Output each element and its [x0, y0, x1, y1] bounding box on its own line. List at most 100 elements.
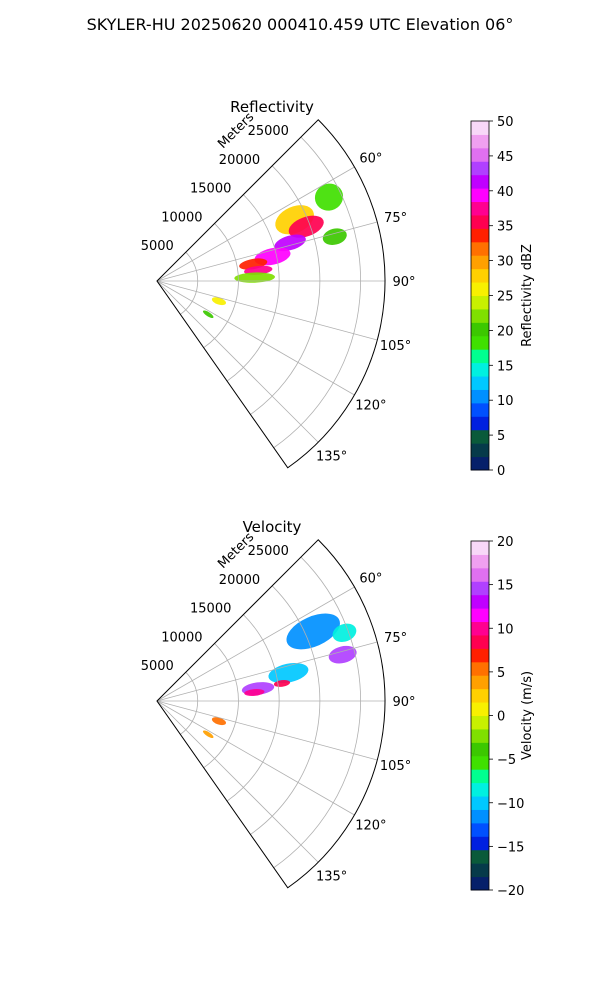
panel-title: Velocity [243, 518, 302, 536]
colorbar-segment [471, 241, 489, 256]
azimuth-tick-label: 75° [384, 211, 407, 226]
colorbar-tick-label: 0 [497, 710, 505, 725]
azimuth-spoke [156, 700, 319, 863]
colorbar-label: Velocity (m/s) [520, 671, 535, 760]
colorbar-tick-label: 15 [497, 359, 514, 374]
range-ring [250, 165, 321, 415]
colorbar-segment [471, 161, 489, 176]
colorbar-segment [471, 121, 489, 135]
colorbar-segment [471, 188, 489, 203]
azimuth-tick-label: 135° [316, 870, 347, 885]
echo-cell [268, 662, 309, 684]
azimuth-tick-label: 120° [355, 819, 386, 834]
range-ring [203, 643, 239, 769]
panel-title: Reflectivity [230, 98, 314, 116]
sector-frame [156, 539, 386, 889]
colorbar-segment [471, 809, 489, 824]
figure-title: SKYLER-HU 20250620 000410.459 UTC Elevat… [86, 15, 514, 34]
range-ring [180, 671, 199, 735]
colorbar-segment [471, 308, 489, 323]
colorbar-segment [471, 362, 489, 377]
colorbar-segment [471, 742, 489, 757]
colorbar-segment [471, 702, 489, 716]
colorbar-segment [471, 594, 489, 609]
colorbar-segment [471, 648, 489, 663]
echo-cell [322, 228, 347, 245]
range-tick-label: 20000 [219, 573, 260, 588]
colorbar-tick-label: 35 [497, 220, 514, 235]
range-tick-label: 25000 [248, 124, 289, 139]
azimuth-spoke [156, 700, 355, 816]
colorbar-segment [471, 675, 489, 690]
colorbar-segment [471, 755, 489, 770]
colorbar-tick-label: 20 [497, 535, 514, 550]
colorbar-segment [471, 214, 489, 229]
colorbar-segment [471, 608, 489, 623]
colorbar-segment [471, 796, 489, 810]
colorbar-segment [471, 621, 489, 636]
azimuth-tick-label: 90° [392, 695, 415, 710]
colorbar-tick-label: 15 [497, 579, 514, 594]
colorbar-segment [471, 147, 489, 162]
colorbar-segment [471, 554, 489, 569]
colorbar-segment [471, 541, 489, 555]
colorbar-tick-label: 0 [497, 464, 505, 479]
azimuth-spoke [156, 280, 378, 341]
azimuth-tick-label: 75° [384, 631, 407, 646]
colorbar-segment [471, 282, 489, 296]
colorbar-segment [471, 389, 489, 404]
sector-frame [156, 119, 386, 469]
azimuth-tick-label: 120° [355, 399, 386, 414]
azimuth-spoke [156, 700, 378, 761]
azimuth-tick-label: 105° [380, 759, 411, 774]
colorbar-segment [471, 581, 489, 596]
range-tick-label: 10000 [161, 210, 202, 225]
azimuth-spoke [156, 280, 319, 443]
colorbar-tick-label: 5 [497, 666, 505, 681]
echo-cell [202, 310, 214, 319]
colorbar-segment [471, 728, 489, 743]
colorbar-segment [471, 849, 489, 864]
range-ring [226, 614, 280, 802]
colorbar-tick-label: 45 [497, 150, 514, 165]
colorbar-segment [471, 782, 489, 797]
colorbar-segment [471, 863, 489, 878]
colorbar-tick-label: −20 [497, 884, 524, 899]
colorbar-segment [471, 429, 489, 444]
colorbar-segment [471, 201, 489, 216]
range-ring [180, 251, 199, 315]
colorbar-segment [471, 174, 489, 189]
range-ring [203, 223, 239, 349]
colorbar-segment [471, 456, 489, 471]
colorbar-tick-label: 25 [497, 290, 514, 305]
colorbar-segment [471, 836, 489, 851]
colorbar-tick-label: 30 [497, 255, 514, 270]
colorbar-tick-label: 50 [497, 115, 514, 130]
colorbar-segment [471, 349, 489, 364]
echo-cell [234, 272, 276, 283]
colorbar-segment [471, 134, 489, 149]
colorbar-segment [471, 688, 489, 703]
range-ring [250, 585, 321, 835]
colorbar-segment [471, 769, 489, 784]
azimuth-tick-label: 90° [392, 275, 415, 290]
colorbar-tick-label: 40 [497, 185, 514, 200]
colorbar-tick-label: 10 [497, 394, 514, 409]
colorbar-tick-label: −10 [497, 797, 524, 812]
range-tick-label: 20000 [219, 153, 260, 168]
range-tick-label: 5000 [141, 239, 174, 254]
range-tick-label: 25000 [248, 544, 289, 559]
azimuth-tick-label: 105° [380, 339, 411, 354]
azimuth-tick-label: 60° [359, 572, 382, 587]
colorbar-segment [471, 822, 489, 837]
colorbar-tick-label: 10 [497, 622, 514, 637]
echo-cell [202, 730, 214, 739]
azimuth-spoke [156, 586, 355, 702]
colorbar-segment [471, 567, 489, 582]
panel-reflectivity: 500010000150002000025000Meters60°75°90°1… [141, 98, 535, 479]
colorbar-tick-label: 5 [497, 429, 505, 444]
echo-cell [328, 645, 357, 664]
echo-cell [211, 717, 227, 726]
azimuth-tick-label: 60° [359, 152, 382, 167]
